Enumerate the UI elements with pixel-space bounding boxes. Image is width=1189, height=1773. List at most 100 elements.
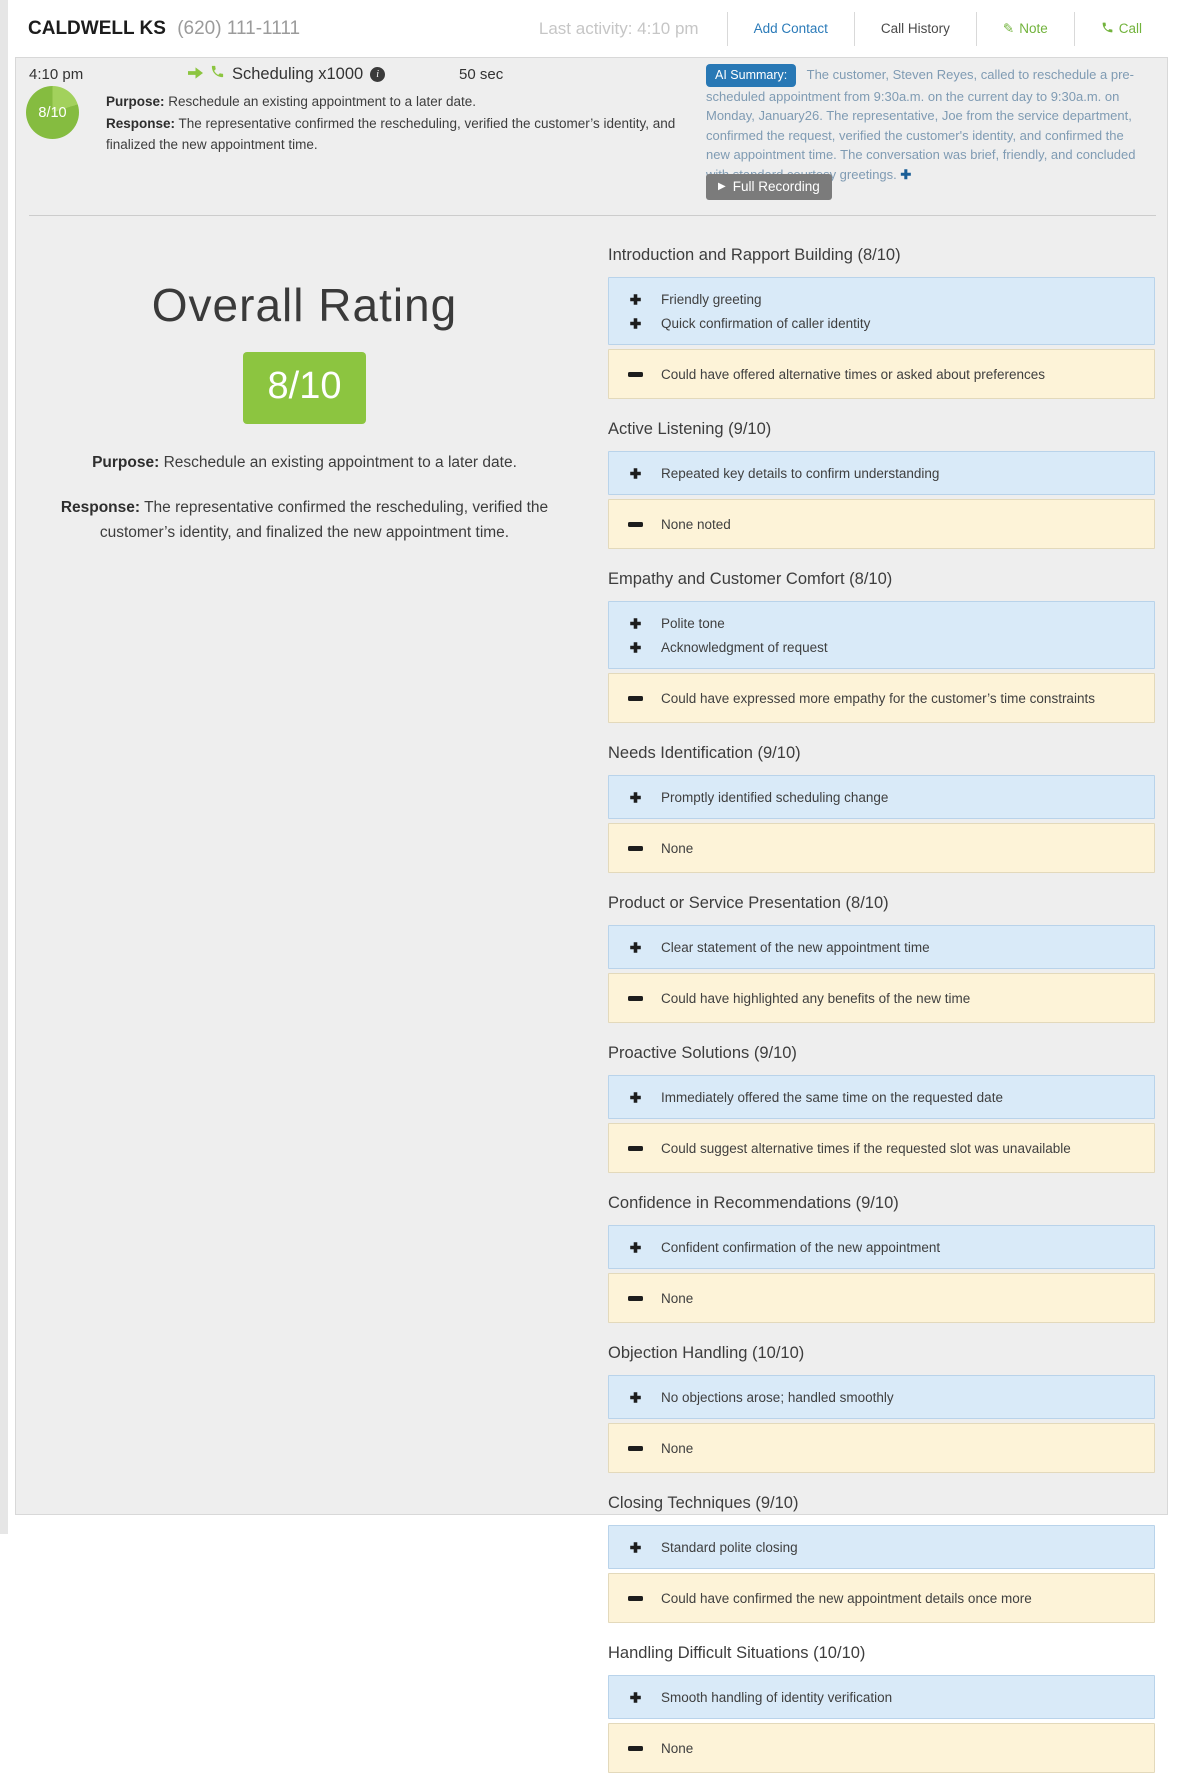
plus-icon bbox=[609, 1091, 661, 1104]
outbound-arrow-icon bbox=[188, 65, 203, 84]
cons-box: None noted bbox=[608, 499, 1155, 549]
category-title: Active Listening (9/10) bbox=[608, 420, 772, 438]
categories-column: Introduction and Rapport Building (8/10)… bbox=[608, 216, 1155, 1773]
con-item-text: Could have highlighted any benefits of t… bbox=[661, 990, 971, 1006]
contact-name: CALDWELL KS bbox=[28, 17, 166, 39]
pro-item: No objections arose; handled smoothly bbox=[609, 1385, 1154, 1409]
con-item: Could suggest alternative times if the r… bbox=[609, 1136, 1154, 1160]
call-purpose-response: Purpose: Reschedule an existing appointm… bbox=[106, 91, 681, 156]
minus-icon bbox=[609, 1745, 661, 1751]
cons-box: None bbox=[608, 1273, 1155, 1323]
pro-item: Smooth handling of identity verification bbox=[609, 1685, 1154, 1709]
minus-icon bbox=[609, 695, 661, 701]
call-purpose: Purpose: Reschedule an existing appointm… bbox=[106, 94, 476, 109]
con-item: Could have offered alternative times or … bbox=[609, 362, 1154, 386]
plus-icon bbox=[609, 1241, 661, 1254]
ai-summary-text: The customer, Steven Reyes, called to re… bbox=[706, 67, 1136, 182]
phone-icon bbox=[1101, 21, 1114, 37]
overall-score-badge: 8/10 bbox=[242, 352, 367, 424]
cons-box: None bbox=[608, 823, 1155, 873]
pro-item-text: Confident confirmation of the new appoin… bbox=[661, 1239, 941, 1255]
con-item-text: Could have offered alternative times or … bbox=[661, 366, 1045, 382]
minus-icon bbox=[609, 1595, 661, 1601]
rating-category: Introduction and Rapport Building (8/10)… bbox=[608, 246, 1155, 399]
con-item-text: None bbox=[661, 1440, 694, 1456]
cons-box: Could have confirmed the new appointment… bbox=[608, 1573, 1155, 1623]
con-item: Could have highlighted any benefits of t… bbox=[609, 986, 1154, 1010]
expand-summary-icon[interactable]: ✚ bbox=[900, 166, 912, 182]
play-icon: ▶ bbox=[718, 181, 726, 192]
category-title: Empathy and Customer Comfort (8/10) bbox=[608, 570, 893, 588]
con-item-text: Could suggest alternative times if the r… bbox=[661, 1140, 1071, 1156]
con-item-text: Could have expressed more empathy for th… bbox=[661, 690, 1095, 706]
rating-category: Product or Service Presentation (8/10) C… bbox=[608, 894, 1155, 1023]
pro-item-text: Clear statement of the new appointment t… bbox=[661, 939, 930, 955]
info-icon[interactable]: i bbox=[370, 66, 386, 82]
ai-summary: AI Summary: The customer, Steven Reyes, … bbox=[706, 64, 1143, 184]
pros-box: Friendly greeting Quick confirmation of … bbox=[608, 277, 1155, 345]
plus-icon bbox=[609, 467, 661, 480]
note-button[interactable]: ✎ Note bbox=[975, 11, 1074, 46]
rating-category: Proactive Solutions (9/10) Immediately o… bbox=[608, 1044, 1155, 1173]
pro-item-text: Immediately offered the same time on the… bbox=[661, 1089, 1003, 1105]
con-item-text: None noted bbox=[661, 516, 731, 532]
category-title: Product or Service Presentation (8/10) bbox=[608, 894, 889, 912]
call-type-label: Scheduling x1000 bbox=[232, 64, 364, 83]
con-item: None bbox=[609, 1436, 1154, 1460]
pros-box: Immediately offered the same time on the… bbox=[608, 1075, 1155, 1119]
con-item: None bbox=[609, 1286, 1154, 1310]
pro-item-text: Standard polite closing bbox=[661, 1539, 798, 1555]
pro-item: Acknowledgment of request bbox=[609, 635, 1154, 659]
pro-item-text: Acknowledgment of request bbox=[661, 639, 828, 655]
plus-icon bbox=[609, 1541, 661, 1554]
pencil-icon: ✎ bbox=[1002, 20, 1015, 36]
add-contact-button[interactable]: Add Contact bbox=[726, 11, 854, 46]
pro-item: Confident confirmation of the new appoin… bbox=[609, 1235, 1154, 1259]
pros-box: Polite tone Acknowledgment of request bbox=[608, 601, 1155, 669]
minus-icon bbox=[609, 371, 661, 377]
call-history-button[interactable]: Call History bbox=[853, 11, 976, 46]
rating-category: Active Listening (9/10) Repeated key det… bbox=[608, 420, 1155, 549]
rating-category: Needs Identification (9/10) Promptly ide… bbox=[608, 744, 1155, 873]
plus-icon bbox=[609, 1391, 661, 1404]
full-recording-button[interactable]: ▶ Full Recording bbox=[706, 174, 832, 200]
cons-box: None bbox=[608, 1723, 1155, 1773]
pro-item-text: Quick confirmation of caller identity bbox=[661, 315, 871, 331]
pro-item-text: Promptly identified scheduling change bbox=[661, 789, 889, 805]
con-item: Could have expressed more empathy for th… bbox=[609, 686, 1154, 710]
pro-item: Repeated key details to confirm understa… bbox=[609, 461, 1154, 485]
overall-rating-title: Overall Rating bbox=[151, 279, 458, 331]
cons-box: None bbox=[608, 1423, 1155, 1473]
section-divider bbox=[29, 215, 1156, 216]
minus-icon bbox=[609, 845, 661, 851]
plus-icon bbox=[609, 617, 661, 630]
overall-purpose: Purpose: Reschedule an existing appointm… bbox=[92, 454, 517, 471]
plus-icon bbox=[609, 941, 661, 954]
cons-box: Could have offered alternative times or … bbox=[608, 349, 1155, 399]
pro-item-text: No objections arose; handled smoothly bbox=[661, 1389, 894, 1405]
category-title: Objection Handling (10/10) bbox=[608, 1344, 805, 1362]
con-item-text: None bbox=[661, 1290, 694, 1306]
pro-item: Immediately offered the same time on the… bbox=[609, 1085, 1154, 1109]
overall-response: Response: The representative confirmed t… bbox=[60, 499, 549, 541]
minus-icon bbox=[609, 995, 661, 1001]
pros-box: Standard polite closing bbox=[608, 1525, 1155, 1569]
minus-icon bbox=[609, 1145, 661, 1151]
phone-icon bbox=[210, 64, 225, 84]
pros-box: Clear statement of the new appointment t… bbox=[608, 925, 1155, 969]
contact-header: CALDWELL KS (620) 111-1111 Last activity… bbox=[15, 0, 1168, 57]
con-item: None noted bbox=[609, 512, 1154, 536]
con-item: Could have confirmed the new appointment… bbox=[609, 1586, 1154, 1610]
rating-category: Closing Techniques (9/10) Standard polit… bbox=[608, 1494, 1155, 1623]
category-title: Proactive Solutions (9/10) bbox=[608, 1044, 797, 1062]
call-time: 4:10 pm bbox=[29, 66, 84, 83]
rating-category: Empathy and Customer Comfort (8/10) Poli… bbox=[608, 570, 1155, 723]
plus-icon bbox=[609, 293, 661, 306]
pro-item: Standard polite closing bbox=[609, 1535, 1154, 1559]
call-type-line: Scheduling x1000 i bbox=[188, 64, 386, 84]
minus-icon bbox=[609, 1295, 661, 1301]
rating-category: Handling Difficult Situations (10/10) Sm… bbox=[608, 1644, 1155, 1773]
pros-box: Confident confirmation of the new appoin… bbox=[608, 1225, 1155, 1269]
call-button[interactable]: Call bbox=[1073, 11, 1168, 46]
pro-item-text: Friendly greeting bbox=[661, 291, 762, 307]
